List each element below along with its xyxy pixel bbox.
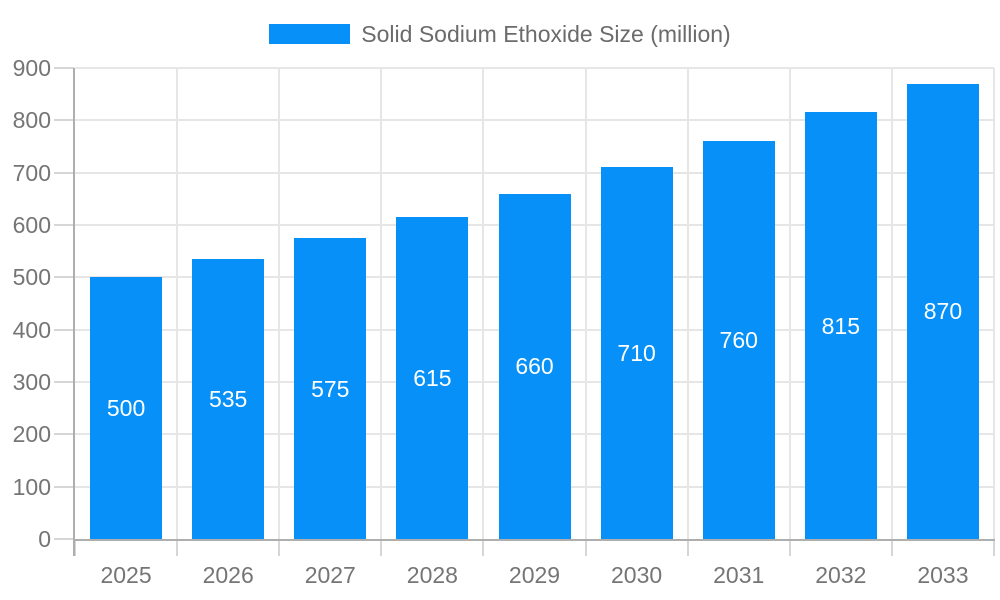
y-axis-label: 700 [12,159,51,186]
y-axis-label: 0 [38,526,51,552]
y-gridline [75,171,994,174]
y-axis-tick [54,224,74,226]
x-axis-label: 2033 [917,562,969,588]
x-axis-tick [584,539,587,556]
bar-2032[interactable] [804,112,877,539]
bar-value-label: 760 [719,327,758,354]
x-axis-label: 2031 [713,562,765,588]
bar-2025[interactable] [90,277,163,539]
bar-value-label: 815 [821,312,861,339]
y-axis-tick [54,538,74,540]
y-axis-tick [54,381,74,383]
x-axis-label: 2026 [202,562,254,588]
y-gridline [75,67,994,69]
x-axis-label: 2030 [611,562,663,588]
y-axis-label: 800 [12,107,51,134]
bar-2031[interactable] [702,141,775,539]
bar-2027[interactable] [294,238,367,539]
x-axis-tick [278,539,281,556]
x-gridline [993,68,995,539]
y-axis-tick [54,119,74,122]
y-axis-tick [54,433,74,436]
bar-2026[interactable] [192,259,265,539]
x-axis-tick [380,539,383,556]
legend-swatch [269,24,351,44]
y-axis-label: 100 [12,473,51,500]
x-axis-label: 2032 [815,562,867,588]
x-gridline [380,68,383,539]
y-axis-label: 200 [12,421,51,448]
y-axis-tick [54,67,74,69]
bar-value-label: 615 [413,365,452,392]
y-axis-tick [54,485,74,488]
x-axis-tick [74,539,76,556]
x-axis-label: 2029 [508,562,561,588]
x-gridline [686,68,689,539]
y-axis-label: 600 [12,212,51,238]
bar-value-label: 660 [515,353,554,380]
x-axis-tick [993,539,995,556]
x-gridline [788,68,791,539]
x-gridline [278,68,281,539]
bar-value-label: 710 [617,340,656,367]
y-axis-label: 300 [12,369,51,395]
x-axis-tick [686,539,689,556]
bar-2029[interactable] [498,193,571,539]
x-axis-tick [890,539,893,556]
legend[interactable]: Solid Sodium Ethoxide Size (million) [0,20,1000,48]
bar-2028[interactable] [396,217,469,539]
x-axis-tick [176,539,179,556]
y-axis-label: 900 [12,55,51,81]
x-axis-label: 2028 [406,562,458,588]
y-axis [73,68,75,556]
bar-value-label: 500 [106,395,146,422]
legend-label: Solid Sodium Ethoxide Size (million) [361,20,731,47]
x-axis [74,539,995,541]
bar-value-label: 870 [923,298,963,325]
y-axis-label: 400 [12,316,51,343]
x-axis-tick [482,539,485,556]
bar-value-label: 535 [208,386,248,412]
x-gridline [482,68,485,539]
x-axis-label: 2027 [304,562,356,588]
y-gridline [75,119,994,122]
x-axis-tick [788,539,791,556]
bar-2030[interactable] [600,167,673,539]
x-gridline [176,68,179,539]
y-axis-label: 500 [12,264,51,291]
bar-2033[interactable] [906,83,979,539]
y-axis-tick [54,171,74,174]
bar-value-label: 575 [311,375,350,402]
x-gridline [890,68,893,539]
x-gridline [584,68,587,539]
y-axis-tick [54,276,74,279]
y-axis-tick [54,328,74,331]
x-axis-label: 2025 [100,562,152,588]
